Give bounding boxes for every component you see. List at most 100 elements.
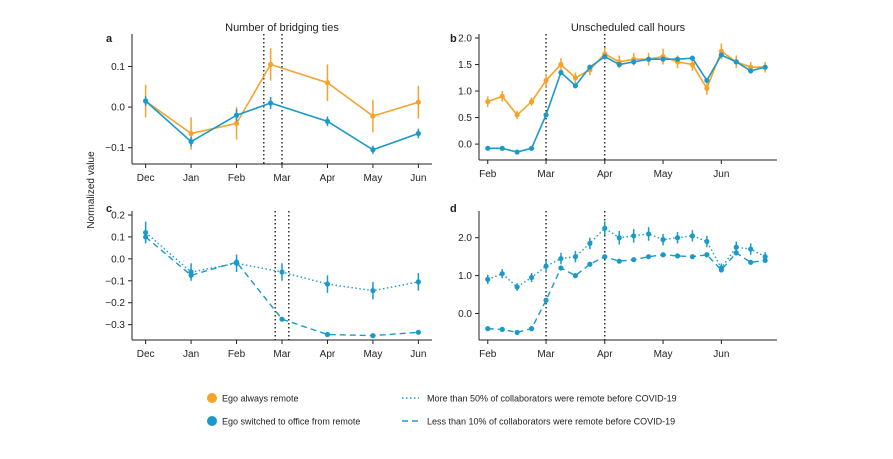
data-point <box>370 113 376 119</box>
data-point <box>645 56 652 62</box>
y-tick-label: 0.1 <box>111 232 125 243</box>
series-1 <box>143 48 421 150</box>
y-tick-label: 0.2 <box>111 211 125 222</box>
data-point <box>572 75 579 81</box>
data-point <box>485 99 491 105</box>
y-tick-label: −0.1 <box>105 143 125 154</box>
series-line <box>145 232 419 292</box>
x-tick-label: Feb <box>479 349 497 360</box>
data-point <box>762 257 768 264</box>
y-tick-label: 0.1 <box>111 62 125 73</box>
y-tick-label: −0.2 <box>105 298 125 309</box>
data-point <box>143 98 149 104</box>
series-2 <box>143 96 421 154</box>
x-tick-label: Jun <box>410 349 426 360</box>
series-1 <box>485 43 768 120</box>
data-point <box>188 130 194 137</box>
x-tick-label: Mar <box>273 349 291 360</box>
data-point <box>733 59 739 65</box>
data-point <box>415 279 421 285</box>
data-point <box>268 61 274 68</box>
data-point <box>543 77 549 84</box>
data-point <box>660 56 666 62</box>
data-point <box>587 64 593 70</box>
data-point <box>631 233 637 239</box>
data-point <box>514 112 520 118</box>
data-point <box>587 240 593 247</box>
data-point <box>485 326 491 332</box>
data-point <box>674 56 681 62</box>
panel-title: Number of bridging ties <box>225 22 339 34</box>
data-point <box>631 257 637 263</box>
data-point <box>558 265 564 271</box>
data-point <box>674 235 681 241</box>
data-point <box>616 235 622 241</box>
x-tick-label: Feb <box>479 169 497 180</box>
data-point <box>558 61 564 68</box>
data-point <box>528 326 535 332</box>
legend-item: Ego switched to office from remote <box>207 416 360 427</box>
data-point <box>233 120 240 126</box>
legend: Ego always remote Ego switched to office … <box>207 393 677 427</box>
x-tick-label: Jan <box>183 349 199 360</box>
data-point <box>748 246 754 252</box>
y-tick-label: 1.5 <box>458 60 472 71</box>
data-point <box>543 297 549 303</box>
data-point <box>268 100 274 106</box>
data-point <box>762 64 768 70</box>
data-point <box>499 145 505 151</box>
data-point <box>616 61 622 68</box>
x-tick-label: Apr <box>597 349 613 360</box>
legend-label: Ego switched to office from remote <box>222 417 360 427</box>
data-point <box>528 274 535 281</box>
x-tick-label: Jun <box>713 169 729 180</box>
y-tick-label: 0.0 <box>458 140 472 151</box>
series-line <box>487 227 766 288</box>
panel-letter: a <box>106 33 113 45</box>
data-point <box>514 329 520 336</box>
series-2 <box>143 232 421 339</box>
data-point <box>689 61 696 68</box>
data-point <box>704 238 710 245</box>
data-point <box>558 255 564 262</box>
data-point <box>528 99 535 105</box>
y-tick-label: −0.3 <box>105 320 125 331</box>
legend-dot-icon <box>207 416 217 426</box>
data-point <box>602 254 608 260</box>
data-point <box>143 234 149 240</box>
panel-letter: b <box>450 33 457 45</box>
y-tick-label: 0.5 <box>458 113 472 124</box>
data-point <box>689 254 696 260</box>
panel-letter: d <box>450 203 457 215</box>
x-tick-label: Mar <box>273 173 291 184</box>
data-point <box>748 68 754 74</box>
x-tick-label: Mar <box>537 169 555 180</box>
series-1 <box>485 221 768 291</box>
data-point <box>558 69 564 76</box>
series-line <box>487 53 766 153</box>
data-point <box>587 261 593 267</box>
data-point <box>485 145 491 151</box>
data-point <box>733 244 739 250</box>
x-tick-label: Apr <box>597 169 613 180</box>
x-tick-label: Mar <box>537 349 555 360</box>
x-tick-label: Dec <box>137 349 155 360</box>
data-point <box>514 149 520 155</box>
legend-dot-icon <box>207 393 217 403</box>
x-tick-label: Jun <box>713 349 729 360</box>
data-point <box>485 276 491 282</box>
panel-letter: c <box>106 203 112 215</box>
y-tick-label: 0.0 <box>111 103 125 114</box>
legend-label: Ego always remote <box>222 394 299 404</box>
panel-c: c0.2 0.1 0.0 −0.1 −0.2 −0.3 Dec Jan Feb Mar Apr May… <box>105 203 432 360</box>
x-tick-label: May <box>363 349 382 360</box>
x-tick-label: May <box>363 173 382 184</box>
x-tick-label: May <box>654 169 673 180</box>
legend-item: Less than 10% of collaborators were remo… <box>402 417 675 427</box>
data-point <box>718 48 724 54</box>
x-tick-label: Apr <box>320 173 336 184</box>
data-point <box>718 267 724 273</box>
data-point <box>748 64 754 70</box>
data-point <box>733 250 739 256</box>
data-point <box>499 93 505 99</box>
